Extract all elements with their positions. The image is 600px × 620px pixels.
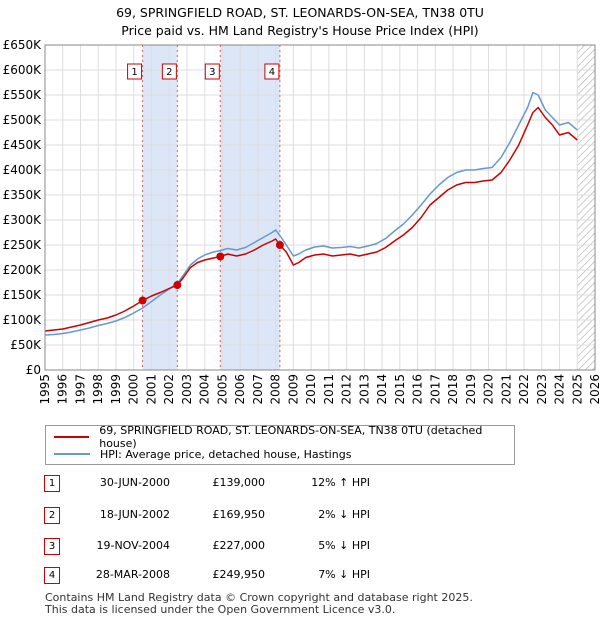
sale-date: 30-JUN-2000 [99, 476, 170, 489]
x-tick-label: 2007 [251, 374, 265, 405]
x-tick-label: 2006 [233, 374, 247, 405]
sale-marker-label: 4 [269, 67, 275, 78]
price-chart: 1 2 3 4 £0 £50K £100K £150K £200K £250K £300K £350K… [3, 38, 600, 405]
sale-price: £169,950 [212, 508, 266, 521]
forecast-hatch-region [577, 45, 595, 370]
legend-item-hpi: HPI: Average price, detached house, Hast… [54, 446, 351, 462]
sale-marker-box [204, 63, 220, 80]
x-tick-label: 2014 [375, 374, 389, 405]
sale-marker-box [161, 63, 177, 80]
legend-swatch-property [54, 436, 90, 438]
x-tick-label: 2009 [286, 374, 300, 405]
x-tick-label: 2003 [180, 374, 194, 405]
x-tick-label: 2023 [535, 374, 549, 405]
x-tick-label: 2005 [215, 374, 229, 405]
y-tick-label: £200K [3, 263, 43, 277]
sale-point [275, 241, 284, 250]
y-tick-label: £300K [3, 213, 43, 227]
y-tick-label: £600K [3, 63, 43, 77]
legend-label-property: 69, SPRINGFIELD ROAD, ST. LEONARDS-ON-SE… [99, 424, 483, 450]
sale-row: 2 18-JUN-2002 £169,950 2% ↓ HPI [0, 507, 600, 525]
sale-marker-label: 1 [131, 67, 137, 78]
sale-point [138, 296, 147, 305]
x-tick-label: 2025 [570, 374, 584, 405]
sale-price: £249,950 [212, 568, 266, 581]
plot-frame [44, 44, 596, 371]
x-tick-label: 2017 [428, 374, 442, 405]
sale-hpi-relation: 5% ↓ HPI [318, 539, 370, 552]
legend-swatch-hpi [54, 453, 90, 455]
sale-date: 28-MAR-2008 [95, 568, 170, 581]
sale-marker-box [264, 63, 280, 80]
sale-date: 19-NOV-2004 [96, 539, 170, 552]
x-tick-label: 1999 [109, 374, 123, 405]
footer-copyright: Contains HM Land Registry data © Crown c… [45, 591, 473, 604]
x-tick-label: 1997 [73, 374, 87, 405]
y-tick-label: £100K [3, 313, 43, 327]
y-tick-label: £250K [3, 238, 43, 252]
x-tick-label: 2001 [144, 374, 158, 405]
x-tick-label: 1995 [38, 374, 52, 405]
y-tick-label: £400K [3, 163, 43, 177]
chart-title-line1: 69, SPRINGFIELD ROAD, ST. LEONARDS-ON-SE… [116, 5, 484, 20]
x-tick-label: 2024 [553, 374, 567, 405]
sale-row: 4 28-MAR-2008 £249,950 7% ↓ HPI [0, 567, 600, 585]
x-tick-label: 2020 [482, 374, 496, 405]
sale-row: 3 19-NOV-2004 £227,000 5% ↓ HPI [0, 538, 600, 556]
sale-number-badge: 2 [44, 507, 60, 524]
plot-area [45, 45, 595, 370]
chart-legend: 69, SPRINGFIELD ROAD, ST. LEONARDS-ON-SE… [45, 424, 515, 465]
x-tick-label: 2019 [464, 374, 478, 405]
sale-hpi-relation: 2% ↓ HPI [318, 508, 370, 521]
x-tick-label: 2021 [499, 374, 513, 405]
hpi-line [44, 91, 578, 336]
x-tick-label: 2004 [198, 374, 212, 405]
x-tick-label: 2011 [322, 374, 336, 405]
sale-marker-label: 2 [166, 67, 172, 78]
sale-price: £227,000 [212, 539, 266, 552]
sale-point [216, 252, 225, 261]
sale-hpi-relation: 12% ↑ HPI [311, 476, 370, 489]
y-tick-label: £500K [3, 113, 43, 127]
x-tick-label: 1996 [56, 374, 70, 405]
shaded-period [220, 45, 280, 370]
sale-row: 1 30-JUN-2000 £139,000 12% ↑ HPI [0, 475, 600, 493]
x-tick-label: 2010 [304, 374, 318, 405]
sale-hpi-relation: 7% ↓ HPI [318, 568, 370, 581]
y-tick-label: £0 [26, 363, 41, 377]
sale-price: £139,000 [212, 476, 266, 489]
x-tick-label: 2008 [269, 374, 283, 405]
y-tick-label: £650K [3, 38, 43, 52]
x-tick-label: 2022 [517, 374, 531, 405]
y-tick-label: £350K [3, 188, 43, 202]
x-tick-label: 1998 [91, 374, 105, 405]
legend-label-hpi: HPI: Average price, detached house, Hast… [100, 447, 352, 461]
x-tick-label: 2000 [127, 374, 141, 405]
y-tick-label: £50K [10, 338, 42, 352]
x-tick-label: 2002 [162, 374, 176, 405]
legend-item-property: 69, SPRINGFIELD ROAD, ST. LEONARDS-ON-SE… [54, 424, 514, 450]
sale-date: 18-JUN-2002 [99, 508, 170, 521]
sale-marker-box [127, 63, 143, 80]
footer-license: This data is licensed under the Open Gov… [45, 603, 396, 616]
y-tick-label: £150K [3, 288, 43, 302]
sale-point [173, 281, 182, 290]
shaded-period [142, 45, 178, 370]
sale-number-badge: 4 [44, 567, 60, 584]
x-tick-label: 2016 [411, 374, 425, 405]
chart-title-line2: Price paid vs. HM Land Registry's House … [121, 23, 479, 38]
x-tick-label: 2012 [340, 374, 354, 405]
sale-marker-label: 3 [209, 67, 215, 78]
x-tick-label: 2018 [446, 374, 460, 405]
sale-number-badge: 1 [44, 475, 60, 492]
x-tick-label: 2026 [588, 374, 600, 405]
y-tick-label: £450K [3, 138, 43, 152]
sale-number-badge: 3 [44, 538, 60, 555]
x-tick-label: 2013 [357, 374, 371, 405]
y-tick-label: £550K [3, 88, 43, 102]
x-tick-label: 2015 [393, 374, 407, 405]
